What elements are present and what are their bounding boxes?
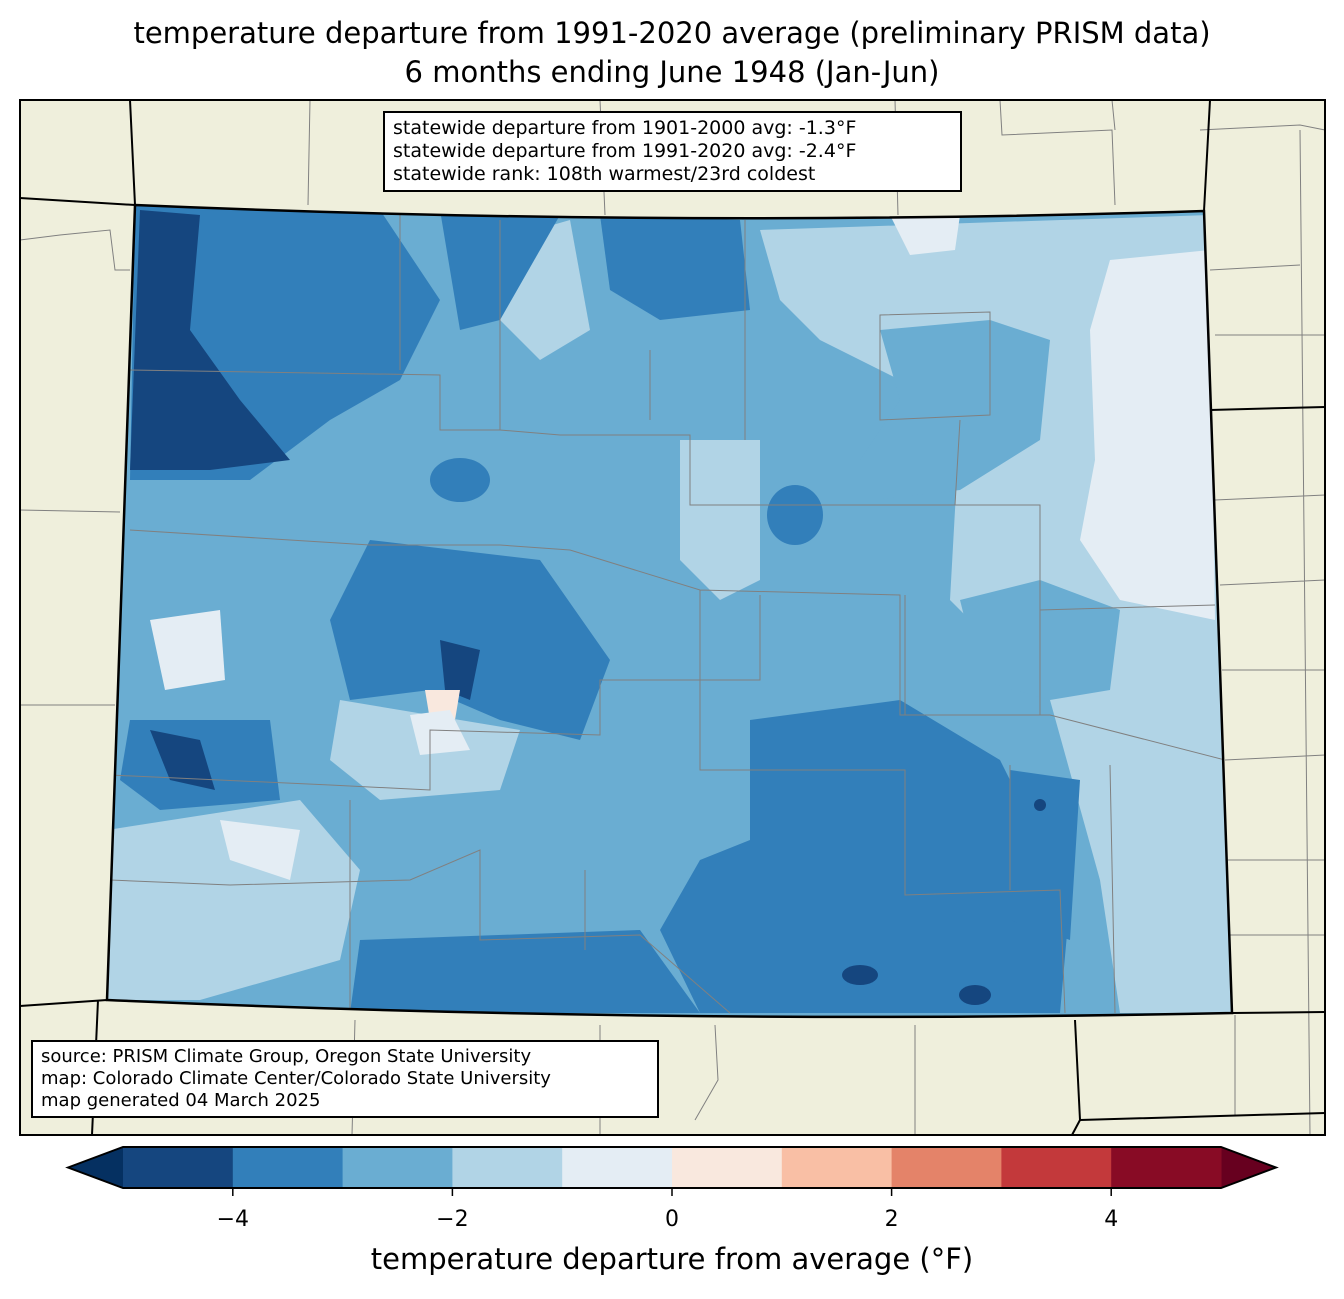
source-box: source: PRISM Climate Group, Oregon Stat… [31,1040,659,1118]
colorbar-segment [232,1147,344,1188]
colorbar-segment [891,1147,1002,1188]
colorbar-outline [65,1146,1279,1189]
source-line: source: PRISM Climate Group, Oregon Stat… [41,1046,532,1067]
colorbar-tick-label: −4 [216,1207,250,1232]
colorbar-tick-label: 0 [665,1207,679,1232]
map-credit-line: map: Colorado Climate Center/Colorado St… [41,1068,551,1089]
stats-line-1901-2000: statewide departure from 1901-2000 avg: … [393,117,857,139]
colorado-border [105,203,1234,1019]
colorbar-tick-label: −2 [436,1207,469,1232]
stats-line-1991-2020: statewide departure from 1991-2020 avg: … [393,140,857,162]
stats-line-rank: statewide rank: 108th warmest/23rd colde… [393,163,816,185]
colorbar-tick-label: 4 [1104,1207,1119,1232]
colorbar-segment [672,1147,783,1188]
county-lines [109,215,1226,1014]
generated-date-line: map generated 04 March 2025 [41,1090,321,1111]
map-subtitle: 6 months ending June 1948 (Jan-Jun) [404,55,940,89]
colorbar [65,1146,1279,1196]
temperature-contours [107,205,1232,1017]
colorbar-label: temperature departure from average (°F) [370,1242,974,1276]
statewide-stats-box: statewide departure from 1901-2000 avg: … [383,111,962,192]
map-frame [19,99,1326,1136]
colorbar-tick-label: 2 [884,1207,899,1232]
colorbar-segment [123,1147,234,1188]
colorbar-segment [562,1147,673,1188]
colorbar-segment [452,1147,563,1188]
colorbar-segment [342,1147,453,1188]
colorbar-segment [781,1147,893,1188]
map-title: temperature departure from 1991-2020 ave… [133,16,1211,50]
colorbar-segment [1111,1147,1222,1188]
colorbar-over-arrow [1221,1147,1276,1188]
colorbar-segment [1001,1147,1112,1188]
colorbar-under-arrow [68,1147,123,1188]
